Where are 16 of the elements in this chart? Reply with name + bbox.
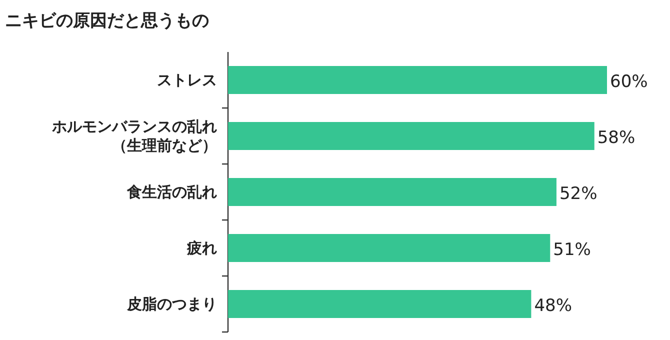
data-label: 48% [534, 296, 572, 316]
y-tick-label: 疲れ [186, 239, 217, 257]
bar [228, 290, 532, 318]
y-tick-label: 皮脂のつまり [126, 295, 217, 313]
bar [228, 66, 607, 94]
y-tick-label: 食生活の乱れ [126, 183, 217, 201]
data-label: 52% [559, 184, 598, 204]
bar [228, 122, 594, 150]
bar [228, 178, 556, 206]
data-label: 51% [553, 240, 591, 260]
chart-title: ニキビの原因だと思うもの [5, 11, 209, 31]
y-tick-label: ストレス [157, 71, 217, 89]
data-label: 58% [597, 128, 636, 148]
data-label: 60% [610, 72, 648, 92]
y-tick-label: ホルモンバランスの乱れ（生理前など） [51, 118, 217, 154]
bar [228, 234, 550, 262]
